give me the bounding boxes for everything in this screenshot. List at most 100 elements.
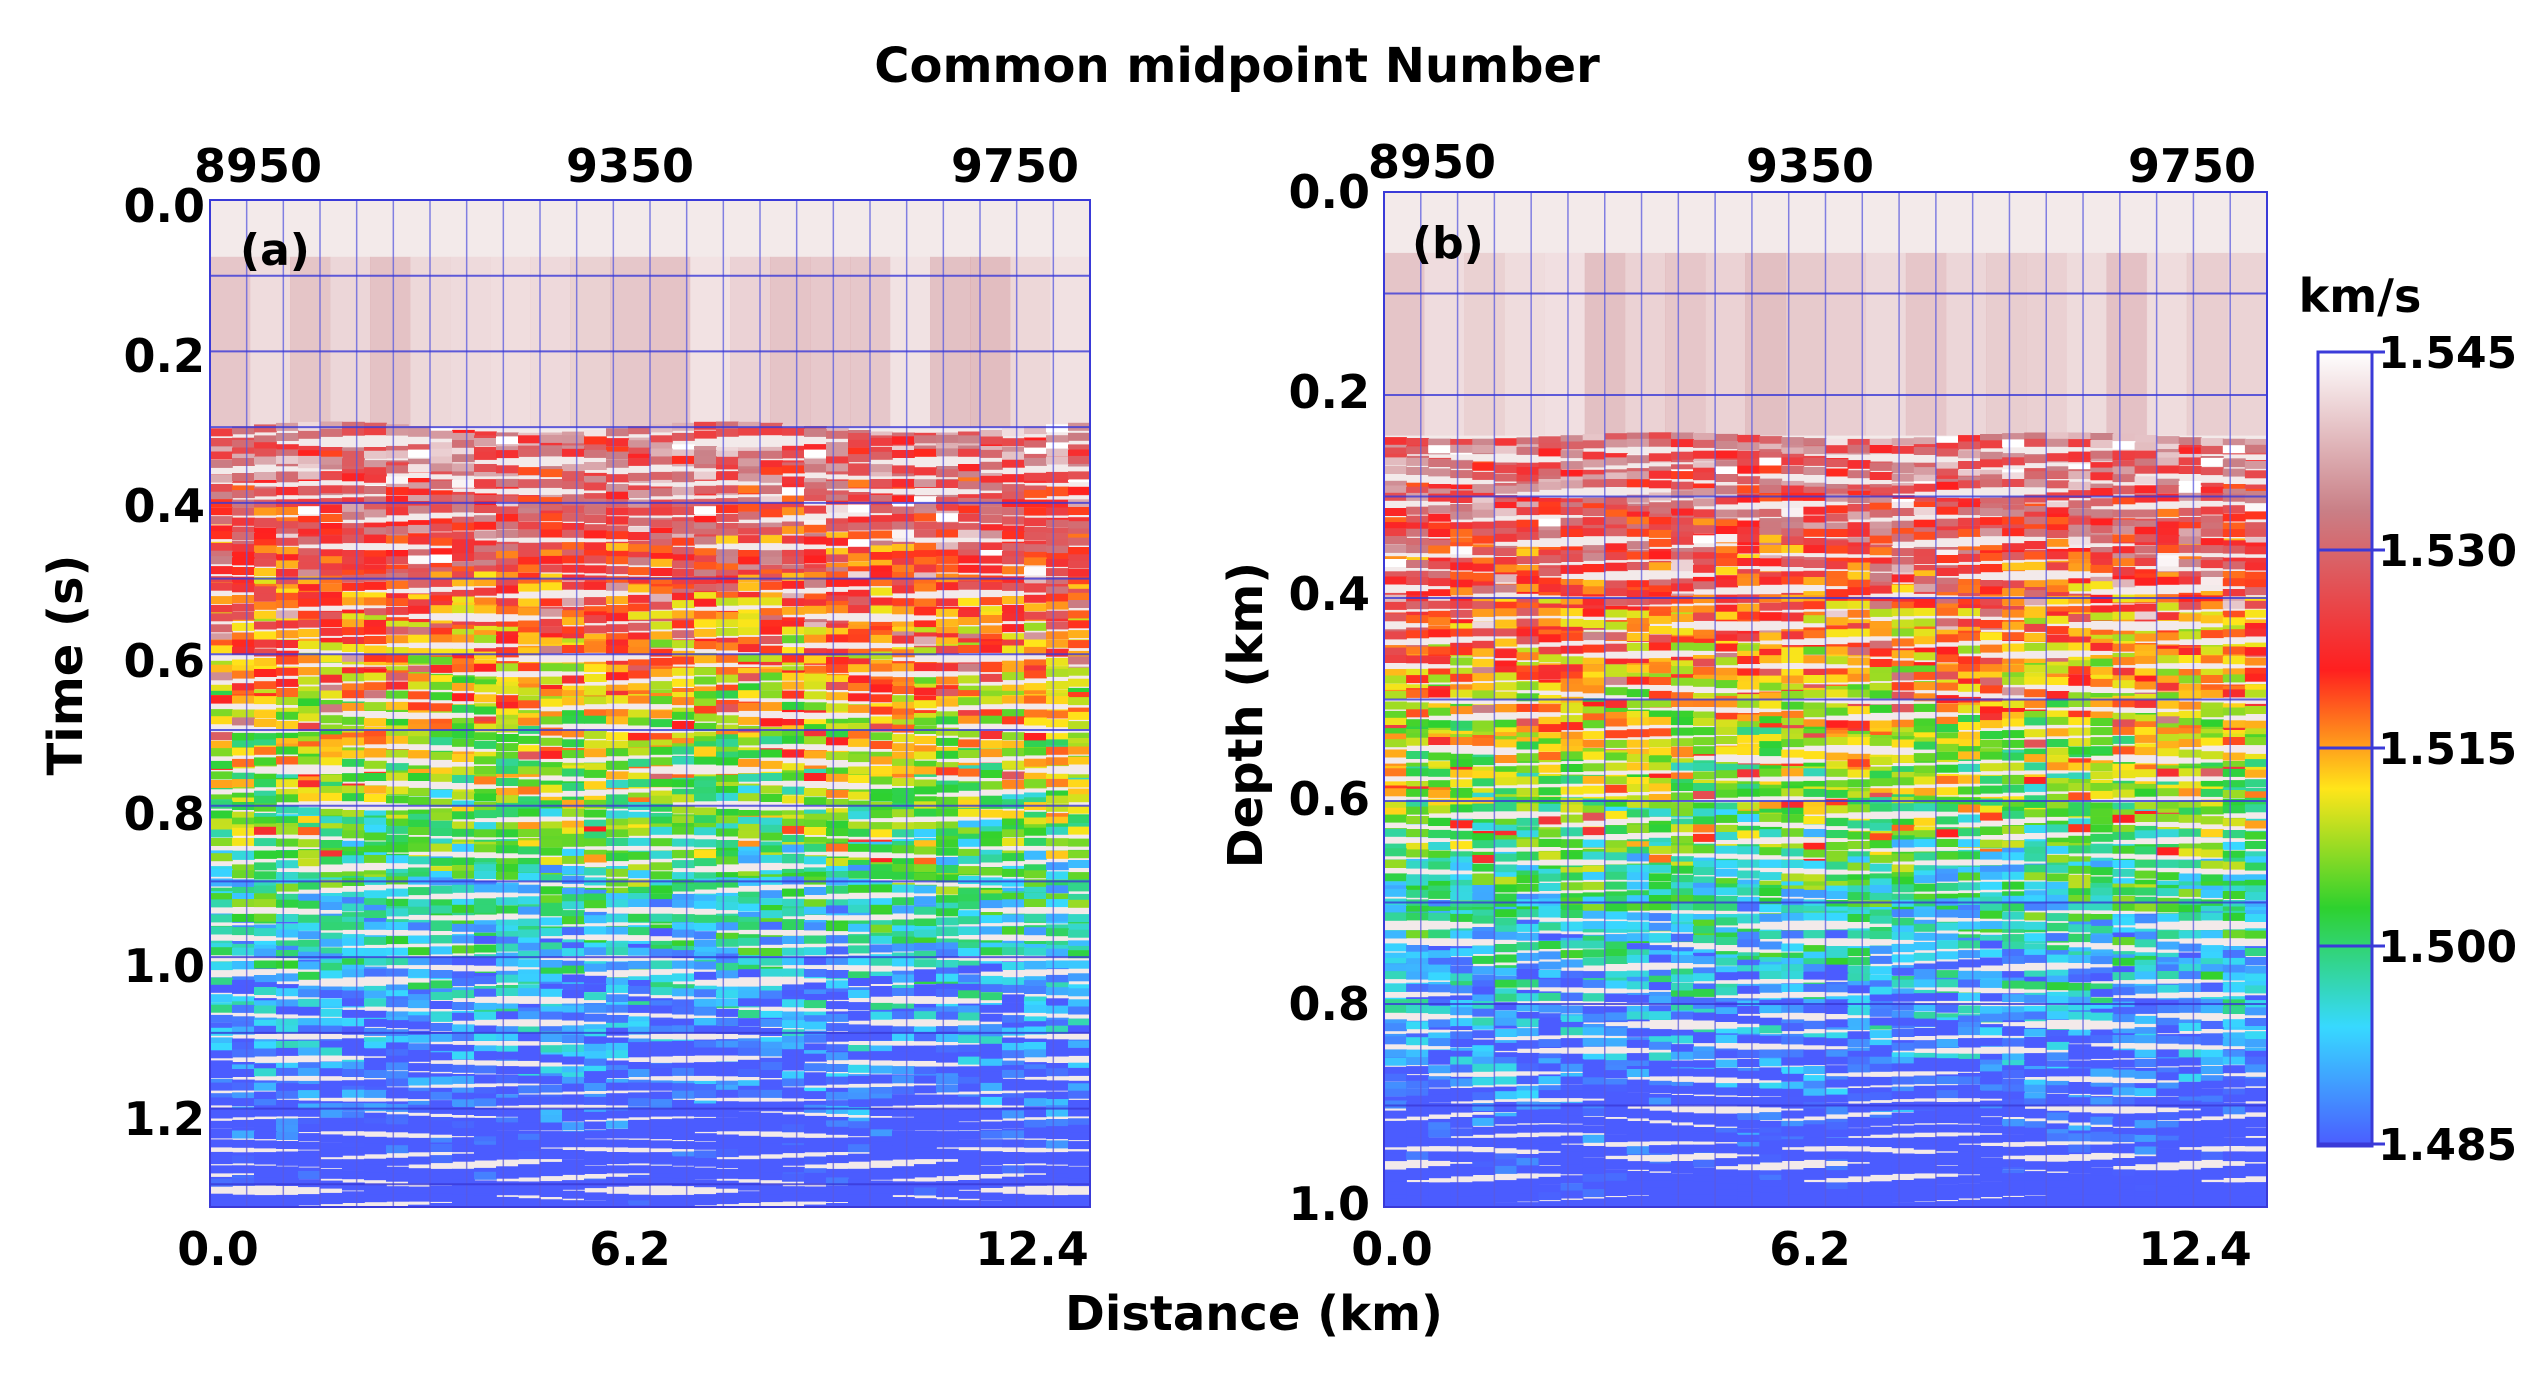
heatmap-cell <box>562 974 585 982</box>
heatmap-cell <box>210 1097 233 1105</box>
heatmap-cell <box>1870 472 1893 480</box>
heatmap-cell <box>672 1108 695 1116</box>
heatmap-cell <box>606 838 629 846</box>
heatmap-cell <box>474 732 497 740</box>
heatmap-cell <box>254 622 277 630</box>
panel-a-cmp-tick-2: 9750 <box>951 139 1079 193</box>
heatmap-cell <box>584 838 607 846</box>
heatmap-cell <box>452 829 475 837</box>
heatmap-cell <box>298 422 321 430</box>
heatmap-cell <box>694 952 717 960</box>
heatmap-cell <box>254 559 277 567</box>
heatmap-cell <box>738 1069 761 1077</box>
heatmap-cell <box>606 1005 629 1013</box>
heatmap-cell <box>716 576 739 584</box>
heatmap-cell <box>826 524 849 532</box>
heatmap-cell <box>870 588 893 596</box>
heatmap-cell <box>276 721 299 729</box>
heatmap-cell <box>1046 928 1069 936</box>
heatmap-cell <box>826 449 849 457</box>
heatmap-cell <box>408 750 431 758</box>
heatmap-cell <box>386 899 409 907</box>
heatmap-cell <box>650 961 673 969</box>
heatmap-cell <box>716 1018 739 1026</box>
heatmap-cell <box>738 451 761 459</box>
heatmap-cell <box>1046 1131 1069 1139</box>
heatmap-cell <box>716 556 739 564</box>
heatmap-cell <box>540 738 563 746</box>
panel-a-x-tick-0: 0.0 <box>177 1222 259 1276</box>
heatmap-cell <box>936 974 959 982</box>
heatmap-cell <box>430 1144 453 1152</box>
heatmap-cell <box>452 504 475 512</box>
heatmap-cell <box>694 548 717 556</box>
heatmap-cell <box>584 565 607 573</box>
heatmap-cell <box>848 957 871 965</box>
heatmap-cell <box>804 525 827 533</box>
heatmap-cell <box>958 1084 981 1092</box>
heatmap-cell <box>342 1123 365 1131</box>
heatmap-cell <box>430 1034 453 1042</box>
heatmap-cell <box>298 1041 321 1049</box>
heatmap-cell <box>474 1003 497 1011</box>
heatmap-cell <box>298 1048 321 1056</box>
heatmap-cell <box>210 474 233 482</box>
heatmap-cell <box>672 794 695 802</box>
heatmap-cell <box>870 936 893 944</box>
heatmap-cell <box>276 930 299 938</box>
heatmap-cell <box>430 505 453 513</box>
heatmap-cell <box>958 664 981 672</box>
heatmap-cell <box>232 567 255 575</box>
heatmap-cell <box>474 1051 497 1059</box>
heatmap-cell <box>276 507 299 515</box>
heatmap-cell <box>760 1090 783 1098</box>
heatmap-cell <box>474 810 497 818</box>
heatmap-cell <box>254 1041 277 1049</box>
heatmap-cell <box>1068 620 1091 628</box>
heatmap-cell <box>2113 486 2136 494</box>
heatmap-cell <box>980 507 1003 515</box>
heatmap-cell <box>628 1140 651 1148</box>
heatmap-cell <box>936 513 959 521</box>
heatmap-cell <box>320 1090 343 1098</box>
heatmap-cell <box>540 513 563 521</box>
heatmap-cell <box>870 707 893 715</box>
heatmap-cell <box>826 579 849 587</box>
heatmap-cell <box>1980 479 2003 487</box>
heatmap-cell <box>496 1098 519 1106</box>
heatmap-cell <box>826 858 849 866</box>
heatmap-cell <box>1450 461 1473 469</box>
heatmap-cell <box>210 1043 233 1051</box>
heatmap-cell <box>276 1156 299 1164</box>
heatmap-cell <box>1002 927 1025 935</box>
heatmap-cell <box>584 1112 607 1120</box>
heatmap-cell <box>606 709 629 717</box>
heatmap-cell <box>540 522 563 530</box>
heatmap-cell <box>1665 253 1706 436</box>
heatmap-cell <box>584 450 607 458</box>
heatmap-cell <box>716 1171 739 1179</box>
panel-b-plot-area <box>1382 180 2269 1221</box>
heatmap-cell <box>826 657 849 665</box>
heatmap-cell <box>980 1059 1003 1067</box>
heatmap-cell <box>1671 482 1694 490</box>
heatmap-cell <box>232 623 255 631</box>
heatmap-cell <box>650 559 673 567</box>
heatmap-cell <box>826 703 849 711</box>
heatmap-cell <box>1046 949 1069 957</box>
heatmap-cell <box>628 508 651 516</box>
heatmap-cell <box>1046 424 1069 432</box>
heatmap-cell <box>804 464 827 472</box>
heatmap-cell <box>738 1062 761 1070</box>
heatmap-cell <box>210 1165 233 1173</box>
heatmap-cell <box>958 449 981 457</box>
heatmap-cell <box>958 1097 981 1105</box>
heatmap-cell <box>408 936 431 944</box>
heatmap-cell <box>2245 470 2268 478</box>
heatmap-cell <box>870 777 893 785</box>
heatmap-cell <box>870 438 893 446</box>
heatmap-cell <box>2090 488 2113 496</box>
heatmap-cell <box>782 1056 805 1064</box>
heatmap-cell <box>298 1179 321 1187</box>
heatmap-cell <box>1024 899 1047 907</box>
